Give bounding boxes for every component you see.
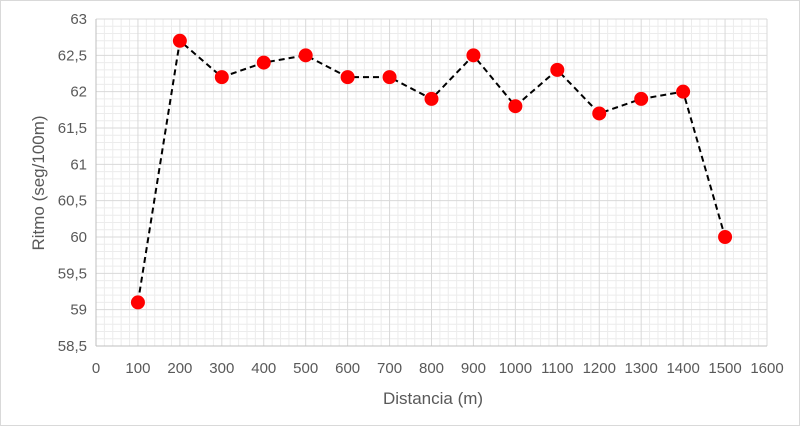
x-tick-label: 600 [335,360,360,377]
y-tick-label: 61 [70,156,87,173]
x-tick-label: 900 [461,360,486,377]
y-tick-label: 62 [70,84,87,101]
data-point [214,70,229,85]
data-point [634,91,649,106]
x-tick-label: 400 [251,360,276,377]
y-tick-label: 59,5 [58,265,87,282]
data-point [130,295,145,310]
y-tick-label: 60 [70,229,87,246]
x-tick-label: 1300 [625,360,658,377]
data-point [508,99,523,114]
x-tick-label: 0 [92,360,100,377]
data-point [424,91,439,106]
y-tick-label: 59 [70,302,87,319]
y-tick-label: 61,5 [58,120,87,137]
data-point [676,84,691,99]
x-tick-label: 700 [377,360,402,377]
x-tick-label: 1200 [583,360,616,377]
y-tick-labels: 58,5 59 59,5 60 60,5 61 61,5 62 62,5 63 [58,11,87,355]
data-point [340,70,355,85]
y-tick-label: 63 [70,11,87,28]
x-tick-label: 300 [209,360,234,377]
data-point [172,33,187,48]
x-tick-label: 200 [167,360,192,377]
x-tick-label: 1100 [541,360,573,377]
x-tick-label: 1000 [499,360,532,377]
y-tick-label: 58,5 [58,338,87,355]
series-points [130,33,733,310]
data-point [298,48,313,63]
data-point [382,70,397,85]
data-point [550,62,565,77]
x-tick-label: 1500 [708,360,741,377]
x-tick-label: 1400 [666,360,699,377]
y-axis-title: Ritmo (seg/100m) [29,115,48,250]
x-axis-title: Distancia (m) [383,389,483,408]
x-tick-label: 800 [419,360,444,377]
data-point [466,48,481,63]
data-point [718,230,733,244]
data-point [256,55,271,70]
x-tick-label: 1600 [750,360,783,377]
data-point [592,106,607,121]
y-tick-label: 62,5 [58,47,87,64]
x-tick-label: 500 [293,360,318,377]
x-tick-label: 100 [125,360,150,377]
x-tick-labels: 0 100 200 300 400 500 600 700 800 900 1000 1100 1200… [92,360,784,377]
axes [95,19,767,347]
y-tick-label: 60,5 [58,193,87,210]
